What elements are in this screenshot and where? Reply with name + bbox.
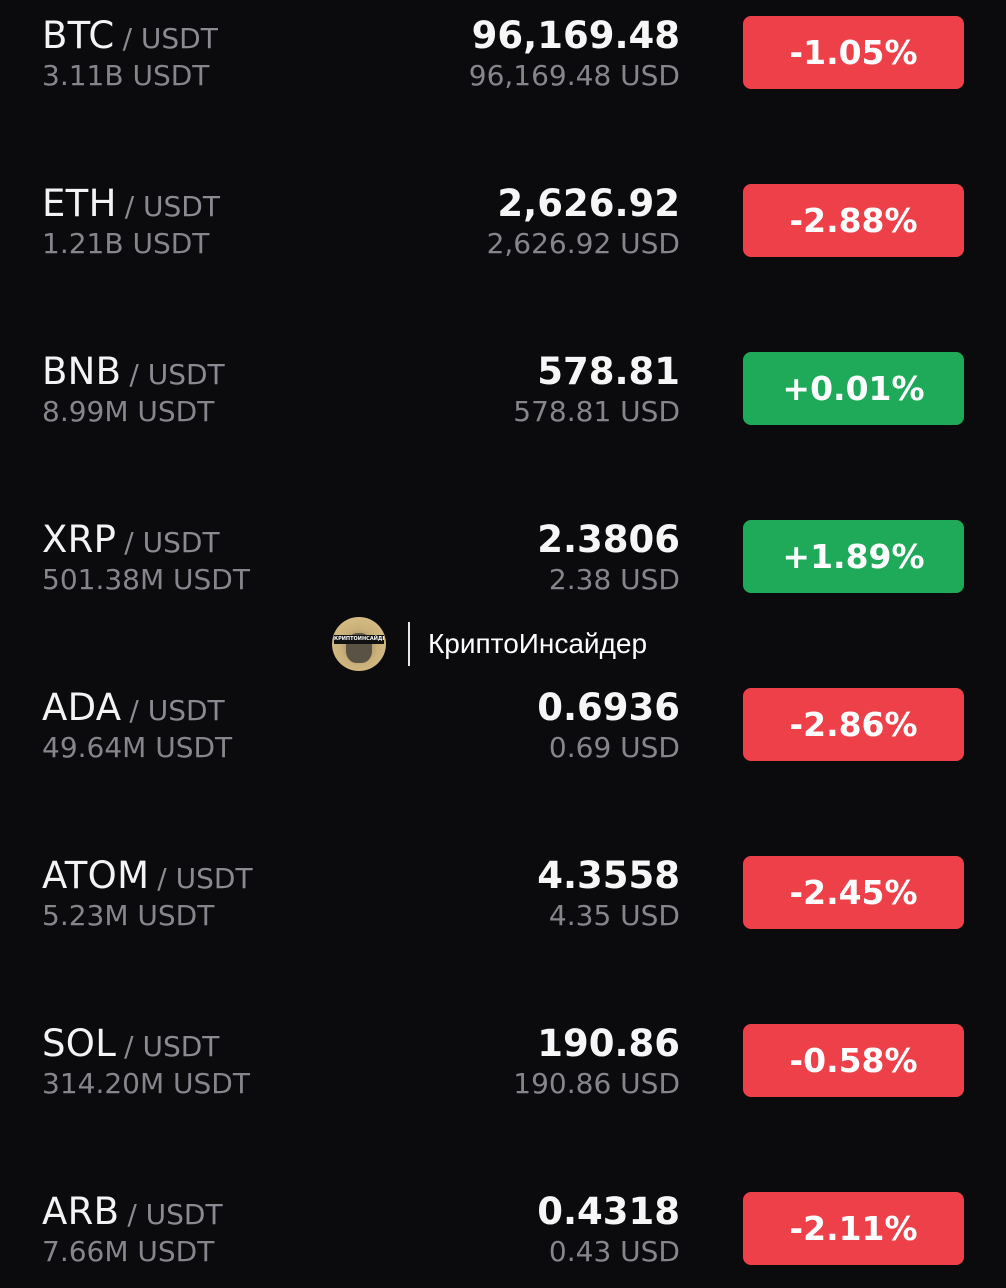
market-row-atom[interactable]: ATOM / USDT 5.23M USDT 4.3558 4.35 USD -2… bbox=[0, 852, 1006, 952]
volume-24h: 1.21B USDT bbox=[42, 227, 210, 260]
last-price: 190.86 bbox=[537, 1022, 680, 1065]
pair-label: BNB / USDT bbox=[42, 348, 225, 399]
volume-24h: 501.38M USDT bbox=[42, 563, 250, 596]
base-symbol: BNB bbox=[42, 350, 122, 393]
pair-label: SOL / USDT bbox=[42, 1020, 219, 1071]
volume-24h: 314.20M USDT bbox=[42, 1067, 250, 1100]
market-row-eth[interactable]: ETH / USDT 1.21B USDT 2,626.92 2,626.92 U… bbox=[0, 180, 1006, 280]
price-usd: 190.86 USD bbox=[513, 1067, 680, 1100]
change-badge[interactable]: +1.89% bbox=[743, 520, 964, 593]
price-usd: 2.38 USD bbox=[548, 563, 680, 596]
change-badge[interactable]: -1.05% bbox=[743, 16, 964, 89]
volume-24h: 7.66M USDT bbox=[42, 1235, 215, 1268]
base-symbol: ETH bbox=[42, 182, 117, 225]
change-badge[interactable]: -2.86% bbox=[743, 688, 964, 761]
base-symbol: ADA bbox=[42, 686, 122, 729]
quote-symbol: / USDT bbox=[124, 526, 220, 559]
pair-label: ADA / USDT bbox=[42, 684, 225, 735]
pair-label: ETH / USDT bbox=[42, 180, 220, 231]
last-price: 578.81 bbox=[537, 350, 680, 393]
volume-24h: 3.11B USDT bbox=[42, 59, 210, 92]
price-usd: 4.35 USD bbox=[548, 899, 680, 932]
change-badge[interactable]: -2.11% bbox=[743, 1192, 964, 1265]
quote-symbol: / USDT bbox=[157, 862, 253, 895]
pair-label: ARB / USDT bbox=[42, 1188, 223, 1239]
last-price: 0.6936 bbox=[537, 686, 680, 729]
base-symbol: SOL bbox=[42, 1022, 117, 1065]
volume-24h: 5.23M USDT bbox=[42, 899, 215, 932]
change-badge[interactable]: -2.45% bbox=[743, 856, 964, 929]
change-badge[interactable]: -0.58% bbox=[743, 1024, 964, 1097]
quote-symbol: / USDT bbox=[129, 358, 225, 391]
quote-symbol: / USDT bbox=[124, 1030, 220, 1063]
last-price: 96,169.48 bbox=[471, 14, 680, 57]
market-row-btc[interactable]: BTC / USDT 3.11B USDT 96,169.48 96,169.48… bbox=[0, 12, 1006, 112]
change-badge[interactable]: -2.88% bbox=[743, 184, 964, 257]
price-usd: 2,626.92 USD bbox=[486, 227, 680, 260]
last-price: 0.4318 bbox=[537, 1190, 680, 1233]
market-row-bnb[interactable]: BNB / USDT 8.99M USDT 578.81 578.81 USD +… bbox=[0, 348, 1006, 448]
volume-24h: 49.64M USDT bbox=[42, 731, 233, 764]
volume-24h: 8.99M USDT bbox=[42, 395, 215, 428]
market-row-ada[interactable]: ADA / USDT 49.64M USDT 0.6936 0.69 USD -2… bbox=[0, 684, 1006, 784]
pair-label: ATOM / USDT bbox=[42, 852, 253, 903]
market-row-sol[interactable]: SOL / USDT 314.20M USDT 190.86 190.86 USD… bbox=[0, 1020, 1006, 1120]
price-usd: 0.69 USD bbox=[548, 731, 680, 764]
quote-symbol: / USDT bbox=[124, 190, 220, 223]
last-price: 4.3558 bbox=[537, 854, 680, 897]
quote-symbol: / USDT bbox=[127, 1198, 223, 1231]
price-usd: 0.43 USD bbox=[548, 1235, 680, 1268]
price-usd: 96,169.48 USD bbox=[468, 59, 680, 92]
last-price: 2.3806 bbox=[537, 518, 680, 561]
quote-symbol: / USDT bbox=[122, 22, 218, 55]
last-price: 2,626.92 bbox=[497, 182, 680, 225]
quote-symbol: / USDT bbox=[129, 694, 225, 727]
change-badge[interactable]: +0.01% bbox=[743, 352, 964, 425]
base-symbol: XRP bbox=[42, 518, 117, 561]
base-symbol: ATOM bbox=[42, 854, 150, 897]
market-row-xrp[interactable]: XRP / USDT 501.38M USDT 2.3806 2.38 USD +… bbox=[0, 516, 1006, 616]
price-usd: 578.81 USD bbox=[513, 395, 680, 428]
pair-label: BTC / USDT bbox=[42, 12, 218, 63]
base-symbol: ARB bbox=[42, 1190, 120, 1233]
base-symbol: BTC bbox=[42, 14, 115, 57]
market-row-arb[interactable]: ARB / USDT 7.66M USDT 0.4318 0.43 USD -2.… bbox=[0, 1188, 1006, 1288]
pair-label: XRP / USDT bbox=[42, 516, 220, 567]
